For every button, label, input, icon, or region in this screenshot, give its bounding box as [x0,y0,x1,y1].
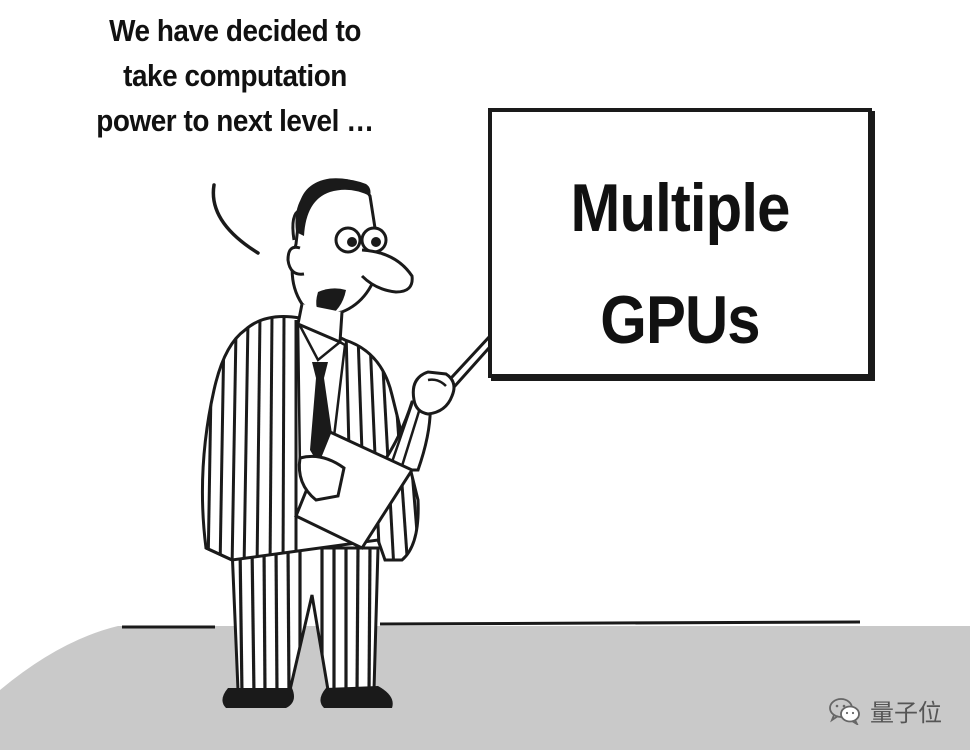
board-line: GPUs [600,282,760,358]
shoes [222,686,393,708]
trousers [230,546,380,692]
board-text: Multiple GPUs [515,152,846,376]
wechat-icon [829,697,860,725]
presentation-board: Multiple GPUs [488,108,872,378]
jacket-cuff [205,546,233,562]
caption-line: power to next level … [96,103,374,138]
watermark: 量子位 [828,693,942,728]
board-line: Multiple [570,170,790,246]
raised-arm [375,370,456,472]
caption-line: take computation [123,58,347,93]
floor [0,620,970,750]
watermark-text: 量子位 [870,699,942,727]
speech-caption: We have decided to take computation powe… [60,8,411,143]
caption-line: We have decided to [109,13,361,48]
paper-sheet [294,429,415,550]
speech-tail [211,183,260,255]
head [286,178,414,345]
